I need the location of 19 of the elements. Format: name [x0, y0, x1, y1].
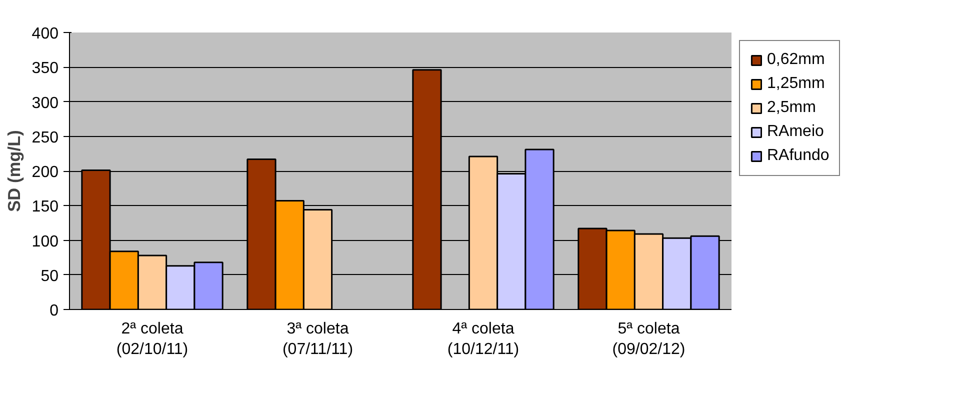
- legend-label: RAfundo: [767, 147, 830, 165]
- y-tick-label: 200: [32, 164, 59, 181]
- y-tick-label: 250: [32, 129, 59, 146]
- legend-label: 0,62mm: [767, 51, 825, 69]
- legend-label: RAmeio: [767, 123, 824, 141]
- y-tick-label: 350: [32, 60, 59, 78]
- x-tick-label: 4ª coleta (10/12/11): [447, 320, 520, 358]
- y-tick-label: 0: [50, 302, 59, 320]
- y-tick-label: 150: [32, 198, 59, 216]
- y-tick-label: 100: [32, 233, 59, 250]
- y-tick-label: 400: [32, 26, 59, 42]
- legend-label: 1,25mm: [767, 75, 825, 93]
- x-tick-label: 3ª coleta (07/11/11): [282, 320, 354, 358]
- x-tick-label: 5ª coleta (09/02/12): [612, 320, 686, 358]
- y-tick-label: 300: [32, 94, 59, 112]
- y-axis-title: SD (mg/L): [4, 130, 24, 212]
- y-tick-label: 50: [40, 268, 59, 285]
- x-tick-label: 2ª coleta (02/10/11): [116, 320, 188, 358]
- legend-label: 2,5mm: [767, 99, 816, 117]
